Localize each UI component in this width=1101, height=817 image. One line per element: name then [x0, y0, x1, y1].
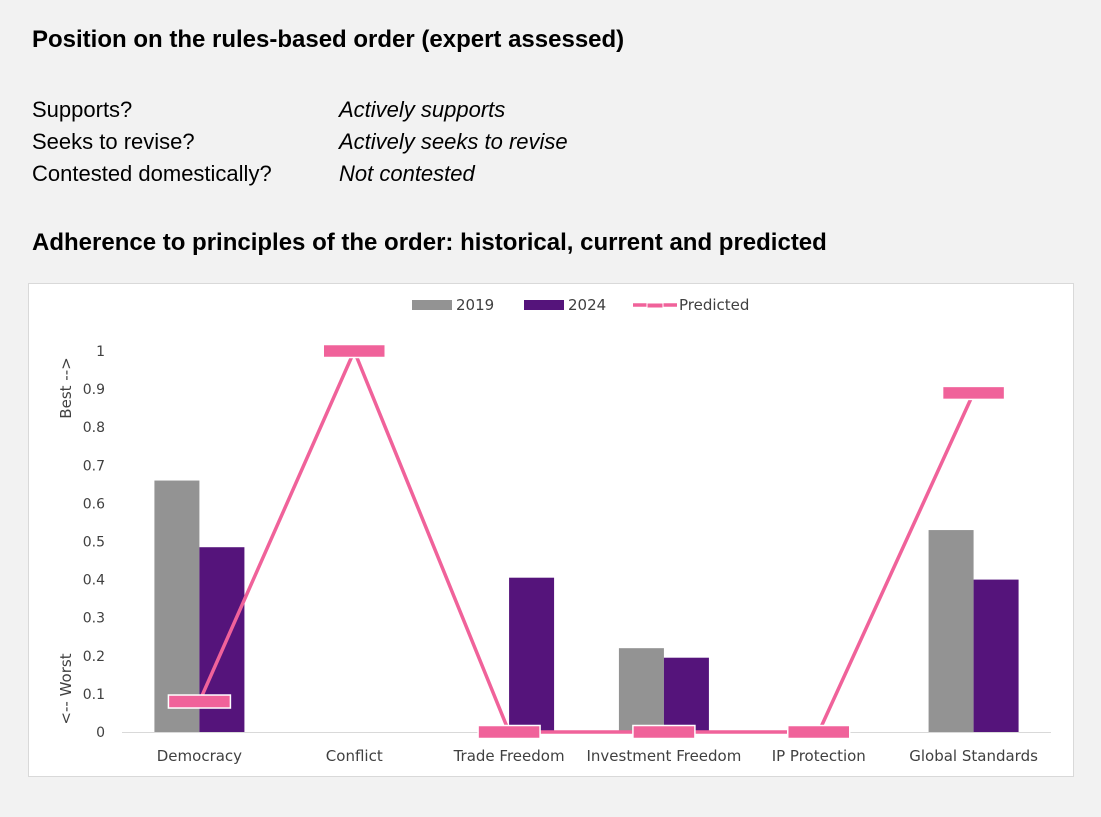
x-category-label: Global Standards	[909, 747, 1038, 765]
assessment-label: Seeks to revise?	[32, 129, 195, 154]
assessment-label: Contested domestically?	[32, 161, 272, 186]
predicted-marker-conflict	[322, 343, 386, 359]
y-tick-label: 0.5	[83, 535, 105, 551]
bar-2024-global-standards	[973, 579, 1019, 732]
y-tick-label: 0.8	[83, 420, 105, 436]
y-tick-label: 0.7	[83, 458, 105, 474]
predicted-marker-trade-freedom	[477, 724, 541, 740]
predicted-marker-ip-protection	[787, 724, 851, 740]
assessment-value: Not contested	[339, 161, 475, 186]
assessment-label: Supports?	[32, 97, 133, 122]
predicted-marker-democracy	[167, 694, 232, 709]
y-tick-label: 0.1	[83, 687, 105, 703]
y-axis-label-top: Best -->	[57, 357, 75, 418]
page-title: Position on the rules-based order (exper…	[32, 26, 625, 53]
predicted-marker-investment-freedom	[632, 724, 696, 740]
y-tick-label: 1	[96, 344, 105, 360]
y-axis-label-bottom: <-- Worst	[57, 653, 75, 724]
x-category-label: Trade Freedom	[453, 747, 565, 765]
legend-label-2019: 2019	[456, 296, 494, 314]
bar-2019-democracy	[154, 480, 200, 732]
assessment-row-contested: Contested domestically? Not contested	[32, 159, 568, 191]
legend-swatch-2024	[524, 300, 564, 310]
x-category-label: IP Protection	[772, 747, 866, 765]
chart-container: 0 0.1 0.2 0.3 0.4 0.5 0.6 0.7 0.8 0.9 1 Best --> <--…	[28, 283, 1074, 777]
predicted-marker-global-standards	[941, 385, 1006, 401]
bar-2024-investment-freedom	[663, 657, 709, 732]
x-category-label: Democracy	[157, 747, 242, 765]
assessment-list: Supports? Actively supports Seeks to rev…	[32, 95, 568, 191]
legend-marker-predicted	[646, 302, 664, 309]
assessment-value: Actively supports	[339, 97, 506, 122]
x-category-label: Conflict	[326, 747, 383, 765]
y-tick-label: 0	[96, 725, 105, 741]
predicted-line	[197, 349, 976, 734]
y-tick-label: 0.3	[83, 611, 105, 627]
bar-2024-trade-freedom	[509, 577, 555, 732]
bar-2019-global-standards	[928, 530, 974, 732]
assessment-row-supports: Supports? Actively supports	[32, 95, 568, 127]
y-tick-label: 0.4	[83, 573, 105, 589]
y-tick-label: 0.9	[83, 382, 105, 398]
x-category-label: Investment Freedom	[586, 747, 741, 765]
adherence-chart: 0 0.1 0.2 0.3 0.4 0.5 0.6 0.7 0.8 0.9 1 Best --> <--…	[57, 296, 1051, 765]
assessment-row-revise: Seeks to revise? Actively seeks to revis…	[32, 127, 568, 159]
chart-heading: Adherence to principles of the order: hi…	[32, 229, 827, 256]
legend-label-2024: 2024	[568, 296, 606, 314]
legend-label-predicted: Predicted	[679, 296, 749, 314]
bar-2019-investment-freedom	[618, 648, 664, 732]
y-tick-label: 0.6	[83, 496, 105, 512]
assessment-value: Actively seeks to revise	[339, 129, 568, 154]
legend-swatch-2019	[412, 300, 452, 310]
y-tick-label: 0.2	[83, 649, 105, 665]
